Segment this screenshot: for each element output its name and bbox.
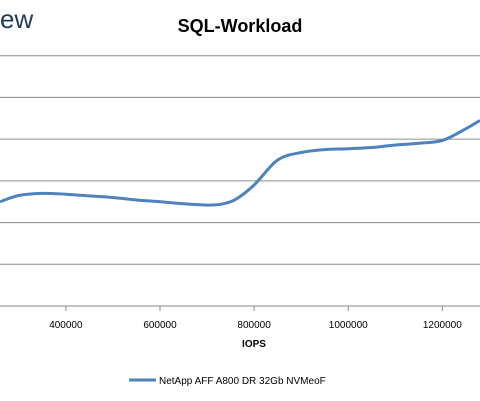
legend-label: NetApp AFF A800 DR 32Gb NVMeoF: [159, 376, 326, 387]
x-tick-label: 400000: [49, 320, 83, 331]
cropped-logo-text: ew: [0, 4, 34, 34]
x-tick-label: 1000000: [329, 320, 368, 331]
x-axis-label: IOPS: [242, 339, 266, 350]
x-tick-label: 600000: [143, 320, 177, 331]
x-axis-ticks: 400000 600000 800000 1000000 1200000: [49, 306, 462, 331]
series-line: [0, 119, 480, 207]
x-tick-label: 1200000: [423, 320, 462, 331]
chart-title: SQL-Workload: [178, 16, 303, 36]
legend: NetApp AFF A800 DR 32Gb NVMeoF: [129, 376, 326, 387]
x-tick-label: 800000: [237, 320, 271, 331]
series-lines: [0, 119, 480, 207]
gridlines: [0, 55, 480, 265]
